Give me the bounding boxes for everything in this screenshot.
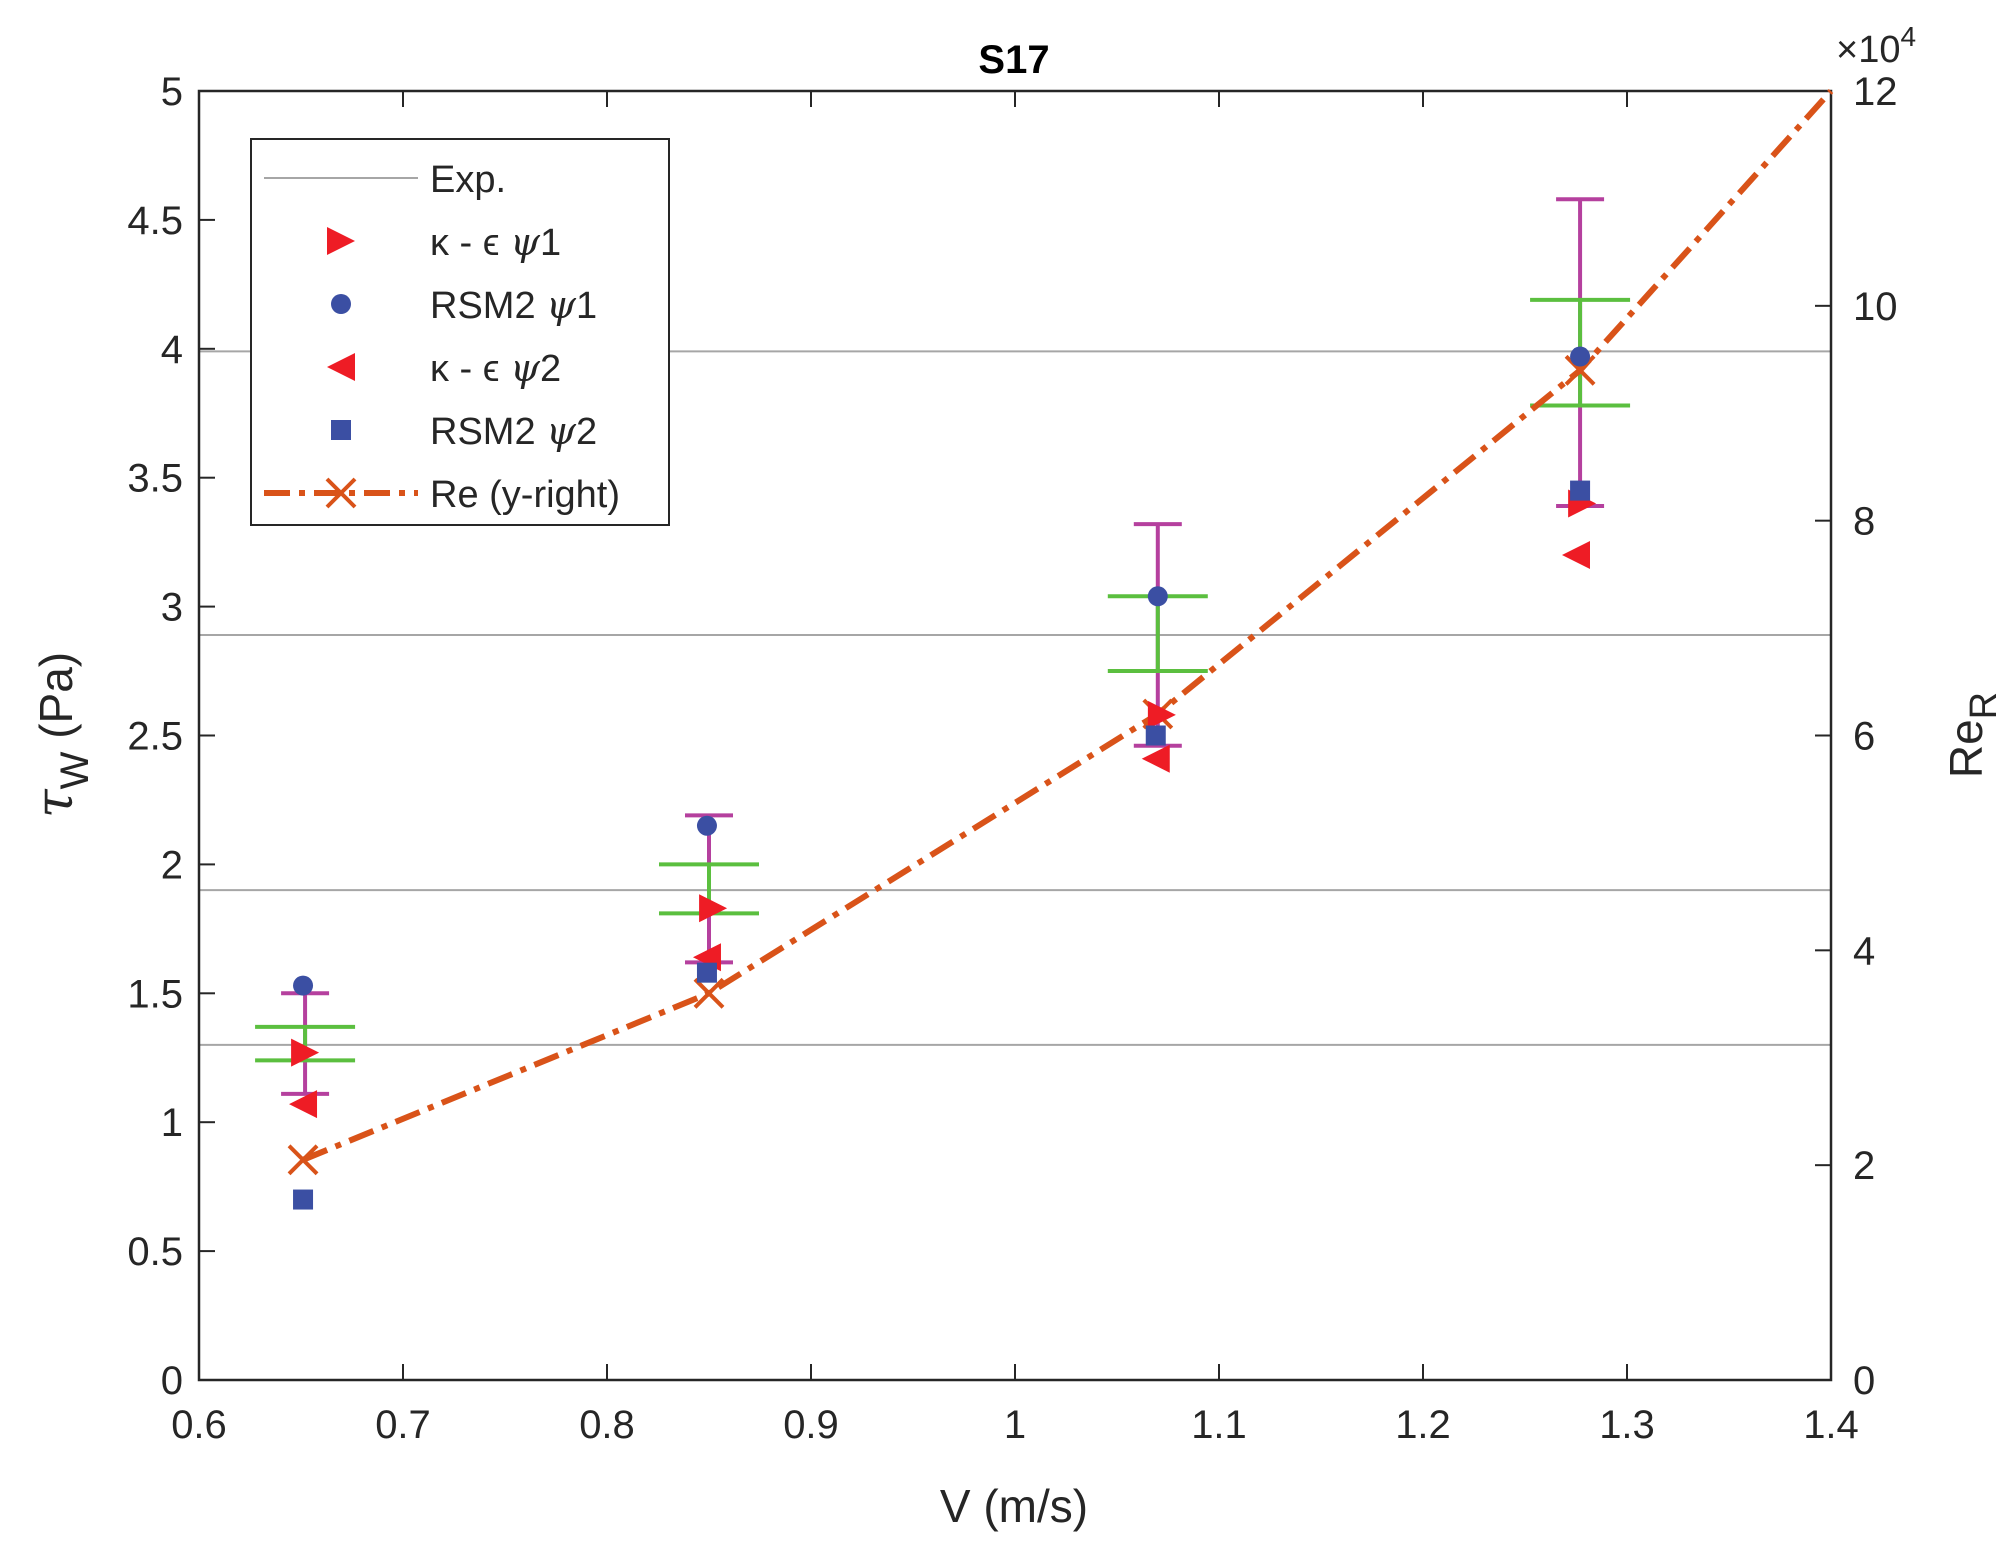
marker-x <box>1564 354 1596 386</box>
x-tick-label: 0.7 <box>375 1403 431 1447</box>
legend-label-num: 1 <box>540 222 561 264</box>
y-tick-label: 3.5 <box>127 457 183 501</box>
y-tick-label: 4 <box>161 328 183 372</box>
marker-square <box>696 962 717 983</box>
marker-circle <box>293 975 314 996</box>
marker-x <box>287 1144 319 1176</box>
y2-label-sub: R <box>1963 692 2005 719</box>
y-tick-label: 3 <box>161 586 183 630</box>
marker-triangle-right <box>1147 700 1176 729</box>
y-tick-label: 1.5 <box>127 972 183 1016</box>
legend-label-base: RSM2 <box>430 411 546 453</box>
marker-square <box>293 1189 314 1210</box>
legend-label: RSM2 ψ2 <box>430 409 597 453</box>
legend-swatch-square <box>331 420 351 440</box>
y2-tick-label: 10 <box>1853 285 1898 329</box>
y2-tick-label: 0 <box>1853 1359 1875 1403</box>
legend-swatch-circle <box>331 294 351 314</box>
y-tick-label: 4.5 <box>127 199 183 243</box>
y2-exponent-power: 4 <box>1900 21 1916 52</box>
x-tick-label: 1.4 <box>1803 1403 1859 1447</box>
legend-label-base: RSM2 <box>430 285 546 327</box>
x-tick-label: 1 <box>1004 1403 1026 1447</box>
markers <box>289 346 1597 1210</box>
legend-box <box>250 138 670 526</box>
y-label-sub: W <box>53 751 97 789</box>
y-tick-label: 1 <box>161 1101 183 1145</box>
x-tick-label: 0.6 <box>171 1403 227 1447</box>
legend-label-base: κ - ϵ <box>430 348 510 390</box>
marker-triangle-right <box>291 1038 320 1067</box>
y2-tick-label: 2 <box>1853 1144 1875 1188</box>
marker-circle <box>1570 346 1591 367</box>
legend-label-num: 1 <box>576 285 597 327</box>
legend-label-base: κ - ϵ <box>430 222 510 264</box>
y-tick-label: 0 <box>161 1359 183 1403</box>
axes: 0.6 0.7 0.8 0.9 1 1.1 1.2 1.3 1.400.511.522.533.… <box>127 70 1897 1447</box>
legend-swatch-triangle-left <box>327 353 355 381</box>
x-axis-label: V (m/s) <box>940 1480 1088 1532</box>
legend-swatch-x <box>325 477 357 509</box>
x-tick-label: 1.3 <box>1599 1403 1655 1447</box>
legend-label-psi: ψ <box>546 283 577 327</box>
x-tick-label: 1.2 <box>1395 1403 1451 1447</box>
y2-tick-label: 8 <box>1853 500 1875 544</box>
y2-exponent: ×104 <box>1836 21 1916 71</box>
legend-label: Re (y-right) <box>430 474 620 516</box>
marker-triangle-right <box>699 894 728 923</box>
y2-tick-label: 6 <box>1853 715 1875 759</box>
marker-circle <box>696 815 717 836</box>
marker-square <box>1145 725 1166 746</box>
marker-triangle-left <box>1562 541 1590 570</box>
legend-label-psi: ψ <box>510 346 541 390</box>
y2-tick-label: 12 <box>1853 70 1898 114</box>
marker-x <box>693 977 725 1009</box>
marker-circle <box>1147 586 1168 607</box>
chart-title: S17 <box>978 38 1049 82</box>
legend-label: κ - ϵ ψ2 <box>430 346 561 390</box>
legend-swatch-triangle-right <box>327 227 355 255</box>
legend-label-num: 2 <box>576 411 597 453</box>
y2-exponent-base: ×10 <box>1836 29 1900 71</box>
y-tick-label: 5 <box>161 70 183 114</box>
legend-label-psi: ψ <box>546 409 577 453</box>
legend-label: κ - ϵ ψ1 <box>430 220 561 264</box>
legend-label: RSM2 ψ1 <box>430 283 597 327</box>
marker-triangle-left <box>1141 744 1170 773</box>
x-tick-label: 0.9 <box>783 1403 839 1447</box>
legend-label-num: 2 <box>540 348 561 390</box>
x-tick-label: 1.1 <box>1191 1403 1247 1447</box>
y-tick-label: 2 <box>161 843 183 887</box>
y-label-symbol: τ <box>25 788 85 818</box>
y2-axis-label: ReR <box>1940 692 2005 778</box>
y-tick-label: 0.5 <box>127 1230 183 1274</box>
marker-triangle-left <box>289 1090 318 1119</box>
y-axis-label: τW (Pa) <box>25 652 97 818</box>
legend-label: Exp. <box>430 159 506 201</box>
y-label-unit: (Pa) <box>30 652 82 752</box>
y2-label-main: Re <box>1940 719 1992 778</box>
marker-square <box>1570 480 1591 501</box>
x-tick-label: 0.8 <box>579 1403 635 1447</box>
legend-label-psi: ψ <box>510 220 541 264</box>
y2-tick-label: 4 <box>1853 929 1875 973</box>
y-tick-label: 2.5 <box>127 715 183 759</box>
